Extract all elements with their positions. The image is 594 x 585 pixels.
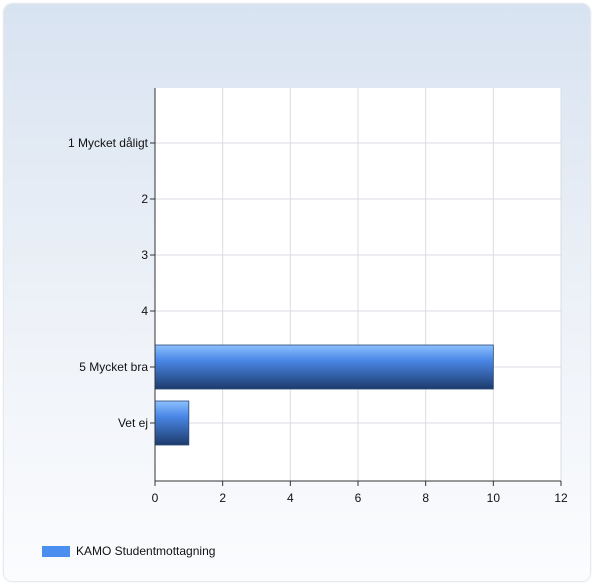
x-tick-label: 12: [554, 491, 568, 505]
category-label: 3: [141, 248, 148, 262]
x-tick-label: 2: [219, 491, 226, 505]
x-tick-label: 8: [422, 491, 429, 505]
legend-swatch: [42, 545, 70, 557]
x-tick-label: 6: [355, 491, 362, 505]
category-label: 4: [141, 304, 148, 318]
bar: [154, 400, 190, 446]
category-label: 1 Mycket dåligt: [68, 136, 149, 150]
category-label: 2: [141, 192, 148, 206]
category-label: Vet ej: [118, 416, 148, 430]
x-tick-label: 0: [152, 491, 159, 505]
x-tick-label: 4: [287, 491, 294, 505]
category-label: 5 Mycket bra: [79, 360, 148, 374]
bar: [154, 344, 494, 390]
legend: KAMO Studentmottagning: [42, 544, 215, 558]
x-tick-label: 10: [487, 491, 501, 505]
legend-label: KAMO Studentmottagning: [76, 544, 216, 558]
